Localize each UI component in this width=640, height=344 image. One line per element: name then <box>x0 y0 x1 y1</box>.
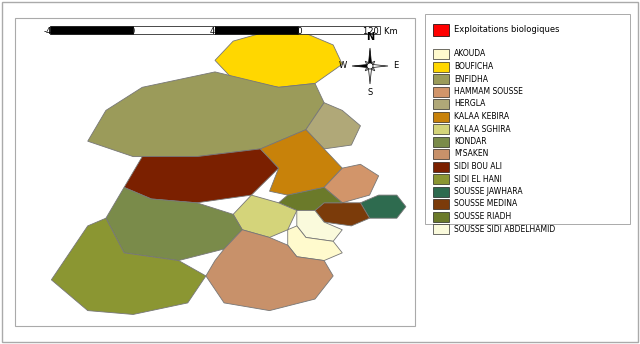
Bar <box>433 137 449 147</box>
Polygon shape <box>297 211 342 241</box>
Bar <box>215 26 298 34</box>
Bar <box>433 86 449 97</box>
Text: 0: 0 <box>130 27 135 36</box>
Polygon shape <box>124 149 278 203</box>
Text: BOUFICHA: BOUFICHA <box>454 62 493 71</box>
Text: ENFIDHA: ENFIDHA <box>454 75 488 84</box>
Polygon shape <box>233 195 297 237</box>
Circle shape <box>367 63 373 69</box>
Bar <box>433 74 449 84</box>
Polygon shape <box>306 103 360 149</box>
Polygon shape <box>278 187 342 211</box>
Text: KALAA KEBIRA: KALAA KEBIRA <box>454 112 509 121</box>
Polygon shape <box>352 65 370 67</box>
Polygon shape <box>288 226 342 260</box>
Bar <box>433 224 449 234</box>
Text: M'SAKEN: M'SAKEN <box>454 150 488 159</box>
Bar <box>433 49 449 59</box>
Bar <box>433 24 449 36</box>
Text: SOUSSE JAWHARA: SOUSSE JAWHARA <box>454 187 523 196</box>
Polygon shape <box>370 65 388 67</box>
Text: HAMMAM SOUSSE: HAMMAM SOUSSE <box>454 87 523 96</box>
Polygon shape <box>365 61 370 66</box>
Text: SOUSSE MEDINA: SOUSSE MEDINA <box>454 200 517 208</box>
Polygon shape <box>370 61 375 66</box>
Bar <box>425 14 630 224</box>
Bar <box>433 149 449 159</box>
Polygon shape <box>369 66 371 84</box>
Polygon shape <box>315 203 369 226</box>
Text: -40: -40 <box>44 27 57 36</box>
Bar <box>298 26 380 34</box>
Text: Exploitations biologiques: Exploitations biologiques <box>454 25 559 34</box>
Polygon shape <box>260 130 342 195</box>
Bar <box>433 174 449 184</box>
Polygon shape <box>360 195 406 218</box>
Text: KALAA SGHIRA: KALAA SGHIRA <box>454 125 511 133</box>
Bar <box>433 186 449 196</box>
Text: SOUSSE SIDI ABDELHAMID: SOUSSE SIDI ABDELHAMID <box>454 225 556 234</box>
Text: 120  Km: 120 Km <box>363 27 397 36</box>
Text: N: N <box>366 32 374 42</box>
Bar <box>50 26 132 34</box>
Text: HERGLA: HERGLA <box>454 99 485 108</box>
Text: KONDAR: KONDAR <box>454 137 486 146</box>
Polygon shape <box>206 230 333 311</box>
Polygon shape <box>365 66 370 71</box>
Bar <box>132 26 215 34</box>
Polygon shape <box>369 48 371 66</box>
Bar <box>433 161 449 172</box>
Bar <box>433 212 449 222</box>
Text: 40: 40 <box>210 27 220 36</box>
Text: AKOUDA: AKOUDA <box>454 50 486 58</box>
Polygon shape <box>51 218 206 314</box>
Polygon shape <box>324 164 379 203</box>
Polygon shape <box>88 72 324 157</box>
Text: S: S <box>367 88 372 97</box>
Bar <box>433 99 449 109</box>
Bar <box>433 199 449 209</box>
Bar <box>433 62 449 72</box>
Text: SOUSSE RIADH: SOUSSE RIADH <box>454 212 511 221</box>
Text: 80: 80 <box>292 27 303 36</box>
Polygon shape <box>370 66 375 71</box>
Polygon shape <box>215 33 342 87</box>
Bar <box>15 18 415 326</box>
Text: E: E <box>393 62 398 71</box>
Text: SIDI BOU ALI: SIDI BOU ALI <box>454 162 502 171</box>
Text: W: W <box>339 62 347 71</box>
Polygon shape <box>106 187 243 260</box>
Text: SIDI EL HANI: SIDI EL HANI <box>454 174 502 183</box>
Bar <box>433 124 449 134</box>
Bar <box>433 111 449 121</box>
